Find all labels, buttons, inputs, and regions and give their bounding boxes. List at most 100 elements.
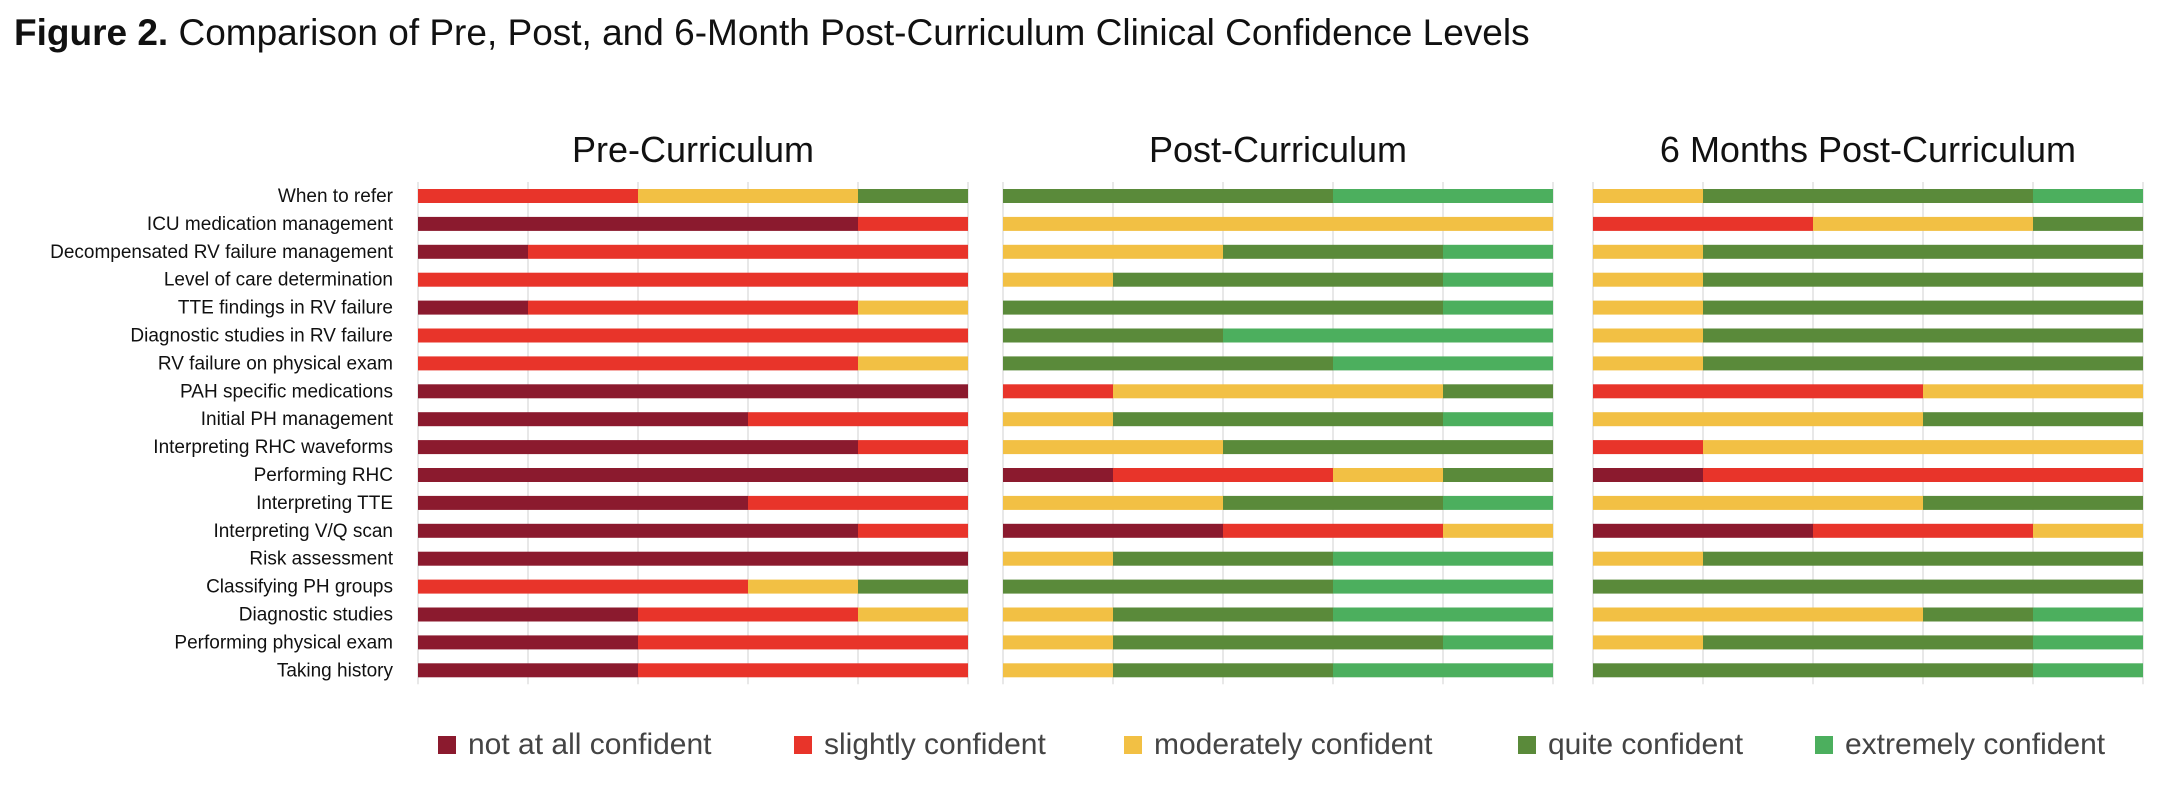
bar-segment-quite — [1923, 495, 2143, 510]
category-label: Risk assessment — [249, 549, 393, 570]
legend-swatch — [1518, 736, 1536, 754]
bar-segment-quite — [1113, 551, 1333, 566]
category-label: Decompensated RV failure management — [50, 242, 394, 263]
bar-segment-moderately — [1003, 412, 1113, 427]
category-label: Performing physical exam — [174, 632, 393, 653]
bar-segment-moderately — [1593, 244, 1703, 259]
category-label: Interpreting TTE — [256, 493, 393, 514]
category-label: Taking history — [277, 660, 394, 681]
bar-segment-quite — [1703, 189, 2033, 203]
bar-segment-moderately — [1003, 272, 1113, 287]
bar-segment-quite — [1923, 412, 2143, 427]
bar-segment-extremely — [1443, 300, 1553, 315]
bar-segment-slightly — [418, 579, 748, 594]
bar-segment-not-at-all — [418, 663, 638, 678]
figure-title: Figure 2. Comparison of Pre, Post, and 6… — [14, 12, 1530, 54]
bar-segment-slightly — [638, 663, 968, 678]
bar-segment-slightly — [418, 272, 968, 287]
bar-segment-moderately — [1003, 607, 1113, 622]
bar-segment-quite — [1113, 663, 1333, 678]
category-label: Diagnostic studies in RV failure — [130, 326, 393, 347]
bar-segment-extremely — [1333, 356, 1553, 371]
bar-segment-extremely — [1333, 189, 1553, 203]
bar-segment-moderately — [1593, 328, 1703, 343]
bar-segment-quite — [1703, 328, 2143, 343]
bar-segment-moderately — [1443, 523, 1553, 538]
bar-segment-slightly — [1593, 216, 1813, 231]
bar-segment-quite — [1003, 300, 1443, 315]
legend-item: slightly confident — [794, 728, 1046, 762]
category-label: Diagnostic studies — [239, 605, 393, 626]
bar-segment-moderately — [1593, 272, 1703, 287]
legend-swatch — [1815, 736, 1833, 754]
bar-segment-moderately — [1003, 216, 1553, 231]
legend-swatch — [438, 736, 456, 754]
bar-segment-quite — [1223, 495, 1443, 510]
category-label: RV failure on physical exam — [158, 353, 393, 374]
bar-segment-moderately — [2033, 523, 2143, 538]
bar-segment-quite — [2033, 216, 2143, 231]
bar-segment-not-at-all — [1593, 523, 1813, 538]
bar-segment-moderately — [1703, 440, 2143, 455]
legend-label: moderately confident — [1154, 728, 1433, 761]
category-label: ICU medication management — [147, 214, 394, 235]
bar-segment-quite — [1703, 635, 2033, 650]
bar-segment-quite — [858, 579, 968, 594]
bar-segment-quite — [1113, 635, 1443, 650]
bar-segment-quite — [1113, 272, 1443, 287]
legend-label: slightly confident — [824, 728, 1046, 761]
bar-segment-moderately — [1003, 551, 1113, 566]
bar-segment-extremely — [1443, 244, 1553, 259]
bar-segment-moderately — [1593, 412, 1923, 427]
panel-title: 6 Months Post-Curriculum — [1660, 129, 2076, 170]
bar-segment-extremely — [2033, 189, 2143, 203]
category-label: Interpreting RHC waveforms — [153, 437, 393, 458]
bar-segment-slightly — [528, 244, 968, 259]
bar-segment-not-at-all — [418, 607, 638, 622]
category-label: Classifying PH groups — [206, 577, 393, 598]
bar-segment-moderately — [1003, 663, 1113, 678]
bar-segment-moderately — [1003, 495, 1223, 510]
bar-segment-quite — [1703, 300, 2143, 315]
bar-segment-slightly — [638, 607, 858, 622]
bar-segment-not-at-all — [418, 216, 858, 231]
panel-title: Pre-Curriculum — [572, 129, 814, 170]
bar-segment-moderately — [1813, 216, 2033, 231]
bar-segment-slightly — [418, 189, 638, 203]
bar-segment-extremely — [2033, 663, 2143, 678]
bar-segment-moderately — [1923, 384, 2143, 399]
category-label: TTE findings in RV failure — [178, 298, 393, 319]
bar-segment-not-at-all — [418, 384, 968, 399]
bar-segment-slightly — [1593, 440, 1703, 455]
bar-segment-quite — [1443, 384, 1553, 399]
bar-segment-extremely — [1443, 495, 1553, 510]
legend-swatch — [1124, 736, 1142, 754]
bar-segment-extremely — [1333, 551, 1553, 566]
category-label: Level of care determination — [164, 270, 393, 291]
bar-segment-not-at-all — [1593, 468, 1703, 482]
bar-segment-moderately — [1593, 495, 1923, 510]
figure-label: Figure 2. — [14, 12, 169, 53]
bar-segment-moderately — [1593, 356, 1703, 371]
bar-segment-not-at-all — [1003, 523, 1223, 538]
bar-segment-moderately — [1003, 244, 1223, 259]
bar-segment-quite — [1223, 440, 1553, 455]
category-label: Initial PH management — [201, 409, 394, 430]
bar-segment-quite — [1703, 272, 2143, 287]
category-label: Performing RHC — [254, 465, 393, 486]
bar-segment-quite — [1113, 607, 1333, 622]
bar-segment-quite — [1703, 244, 2143, 259]
bar-segment-not-at-all — [418, 440, 858, 455]
bar-segment-extremely — [1333, 579, 1553, 594]
bar-segment-quite — [1223, 244, 1443, 259]
bar-segment-moderately — [1593, 607, 1923, 622]
legend-item: moderately confident — [1124, 728, 1433, 762]
bar-segment-quite — [1443, 468, 1553, 482]
bar-segment-moderately — [1003, 635, 1113, 650]
category-label: Interpreting V/Q scan — [213, 521, 393, 542]
bar-segment-not-at-all — [1003, 468, 1113, 482]
legend-label: not at all confident — [468, 728, 712, 761]
bar-segment-not-at-all — [418, 300, 528, 315]
bar-segment-moderately — [748, 579, 858, 594]
stacked-bar-chart: When to refer ICU medication management De… — [50, 129, 2144, 685]
